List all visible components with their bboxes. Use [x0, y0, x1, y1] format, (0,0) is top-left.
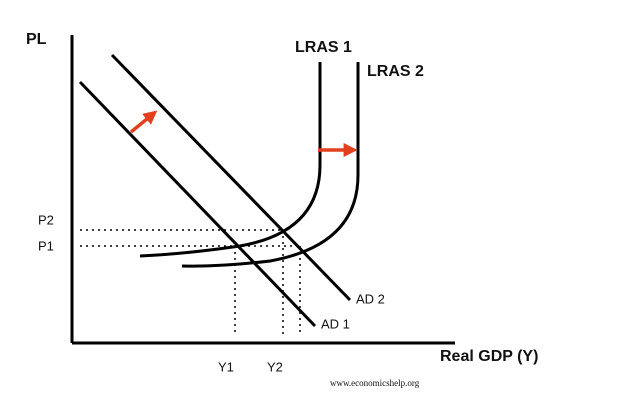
y-axis-label: PL [26, 31, 47, 48]
curve-label: AD 1 [321, 316, 350, 331]
shift-arrow [129, 110, 158, 134]
price-level-label: P1 [38, 238, 54, 253]
lras-curve [139, 62, 322, 258]
price-level-label: P2 [38, 212, 54, 227]
ad-curve [110, 53, 352, 302]
x-axis-label: Real GDP (Y) [440, 348, 538, 365]
curve-label: AD 2 [356, 291, 385, 306]
ad-curve [78, 80, 317, 328]
curve-label: LRAS 1 [295, 39, 352, 56]
output-level-label: Y1 [218, 359, 234, 374]
lras-curve [181, 62, 360, 268]
output-level-label: Y2 [267, 359, 283, 374]
curve-label: LRAS 2 [367, 63, 424, 80]
source: www.economicshelp.org [330, 378, 420, 388]
